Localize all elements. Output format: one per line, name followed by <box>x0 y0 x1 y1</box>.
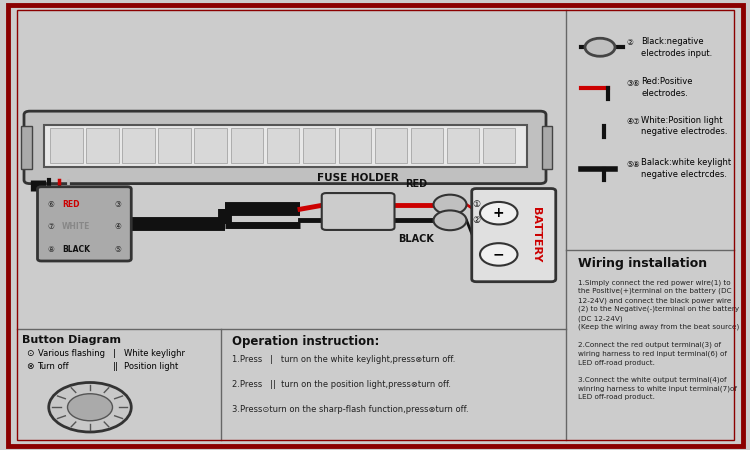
Text: ⊙: ⊙ <box>26 349 34 358</box>
Text: ④: ④ <box>115 222 122 231</box>
Circle shape <box>585 38 615 56</box>
Text: Position light: Position light <box>124 362 178 371</box>
Bar <box>230 128 262 163</box>
Bar <box>21 126 32 169</box>
FancyBboxPatch shape <box>24 111 546 184</box>
Text: Red:Positive
electrodes.: Red:Positive electrodes. <box>641 77 693 98</box>
Text: Balack:white keylight
negative electrcdes.: Balack:white keylight negative electrcde… <box>641 158 731 179</box>
FancyBboxPatch shape <box>472 189 556 282</box>
Circle shape <box>480 202 518 225</box>
Text: BATTERY: BATTERY <box>531 207 542 263</box>
Bar <box>303 128 335 163</box>
Text: ⊗: ⊗ <box>26 362 34 371</box>
Text: 1.Simply connect the red power wire(1) to
the Positive(+)terminal on the battery: 1.Simply connect the red power wire(1) t… <box>578 279 739 400</box>
Text: Turn off: Turn off <box>38 362 69 371</box>
FancyBboxPatch shape <box>322 193 394 230</box>
Text: ②: ② <box>626 38 633 47</box>
Text: ⑤: ⑤ <box>115 245 122 254</box>
Text: ①: ① <box>472 200 481 209</box>
Bar <box>50 128 82 163</box>
Bar <box>339 128 371 163</box>
Text: Operation instruction:: Operation instruction: <box>232 335 380 348</box>
Bar <box>122 128 154 163</box>
Circle shape <box>49 382 131 432</box>
Bar <box>86 128 118 163</box>
Bar <box>375 128 407 163</box>
Bar <box>411 128 443 163</box>
Text: ||: || <box>112 362 118 371</box>
Text: RED: RED <box>405 179 427 189</box>
Text: White keylighr: White keylighr <box>124 349 184 358</box>
Text: Black:negative
electrodes input.: Black:negative electrodes input. <box>641 37 712 58</box>
Text: ⑧: ⑧ <box>47 245 54 254</box>
Bar <box>158 128 190 163</box>
Text: ④⑦: ④⑦ <box>626 117 640 126</box>
Text: ②: ② <box>472 216 481 225</box>
FancyBboxPatch shape <box>44 125 526 166</box>
Bar <box>483 128 515 163</box>
Text: FUSE HOLDER: FUSE HOLDER <box>317 173 399 183</box>
Bar <box>266 128 299 163</box>
Circle shape <box>480 243 518 266</box>
Bar <box>194 128 226 163</box>
Text: +: + <box>493 206 505 220</box>
Text: BLACK: BLACK <box>62 245 90 254</box>
Text: ⑥: ⑥ <box>47 200 54 209</box>
Text: ③: ③ <box>115 200 122 209</box>
Text: |: | <box>112 349 116 358</box>
Text: BLACK: BLACK <box>398 234 434 244</box>
Text: 1.Press   |   turn on the white keylight,press⊗turn off.: 1.Press | turn on the white keylight,pre… <box>232 356 456 364</box>
Text: ⑤⑧: ⑤⑧ <box>626 160 640 169</box>
Circle shape <box>68 394 112 421</box>
Text: 3.Press⊙turn on the sharp-flash function,press⊗turn off.: 3.Press⊙turn on the sharp-flash function… <box>232 405 470 414</box>
Circle shape <box>433 211 466 230</box>
Text: ⑦: ⑦ <box>47 222 54 231</box>
Text: White:Position light
negative electrodes.: White:Position light negative electrodes… <box>641 116 728 136</box>
Circle shape <box>433 195 466 215</box>
Text: Button Diagram: Button Diagram <box>22 335 122 345</box>
Text: 2.Press   ||  turn on the position light,press⊗turn off.: 2.Press || turn on the position light,pr… <box>232 380 452 389</box>
Text: Various flashing: Various flashing <box>38 349 104 358</box>
FancyBboxPatch shape <box>38 187 131 261</box>
Text: −: − <box>493 248 505 261</box>
Text: Wiring installation: Wiring installation <box>578 256 706 270</box>
Bar <box>447 128 479 163</box>
Bar <box>542 126 552 169</box>
Text: WHITE: WHITE <box>62 222 91 231</box>
Text: ③⑥: ③⑥ <box>626 79 640 88</box>
Text: RED: RED <box>62 200 80 209</box>
